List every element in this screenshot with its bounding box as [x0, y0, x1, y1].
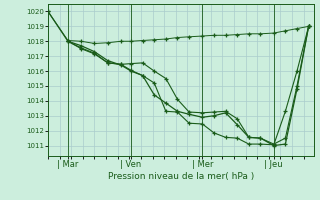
X-axis label: Pression niveau de la mer( hPa ): Pression niveau de la mer( hPa )	[108, 172, 254, 181]
